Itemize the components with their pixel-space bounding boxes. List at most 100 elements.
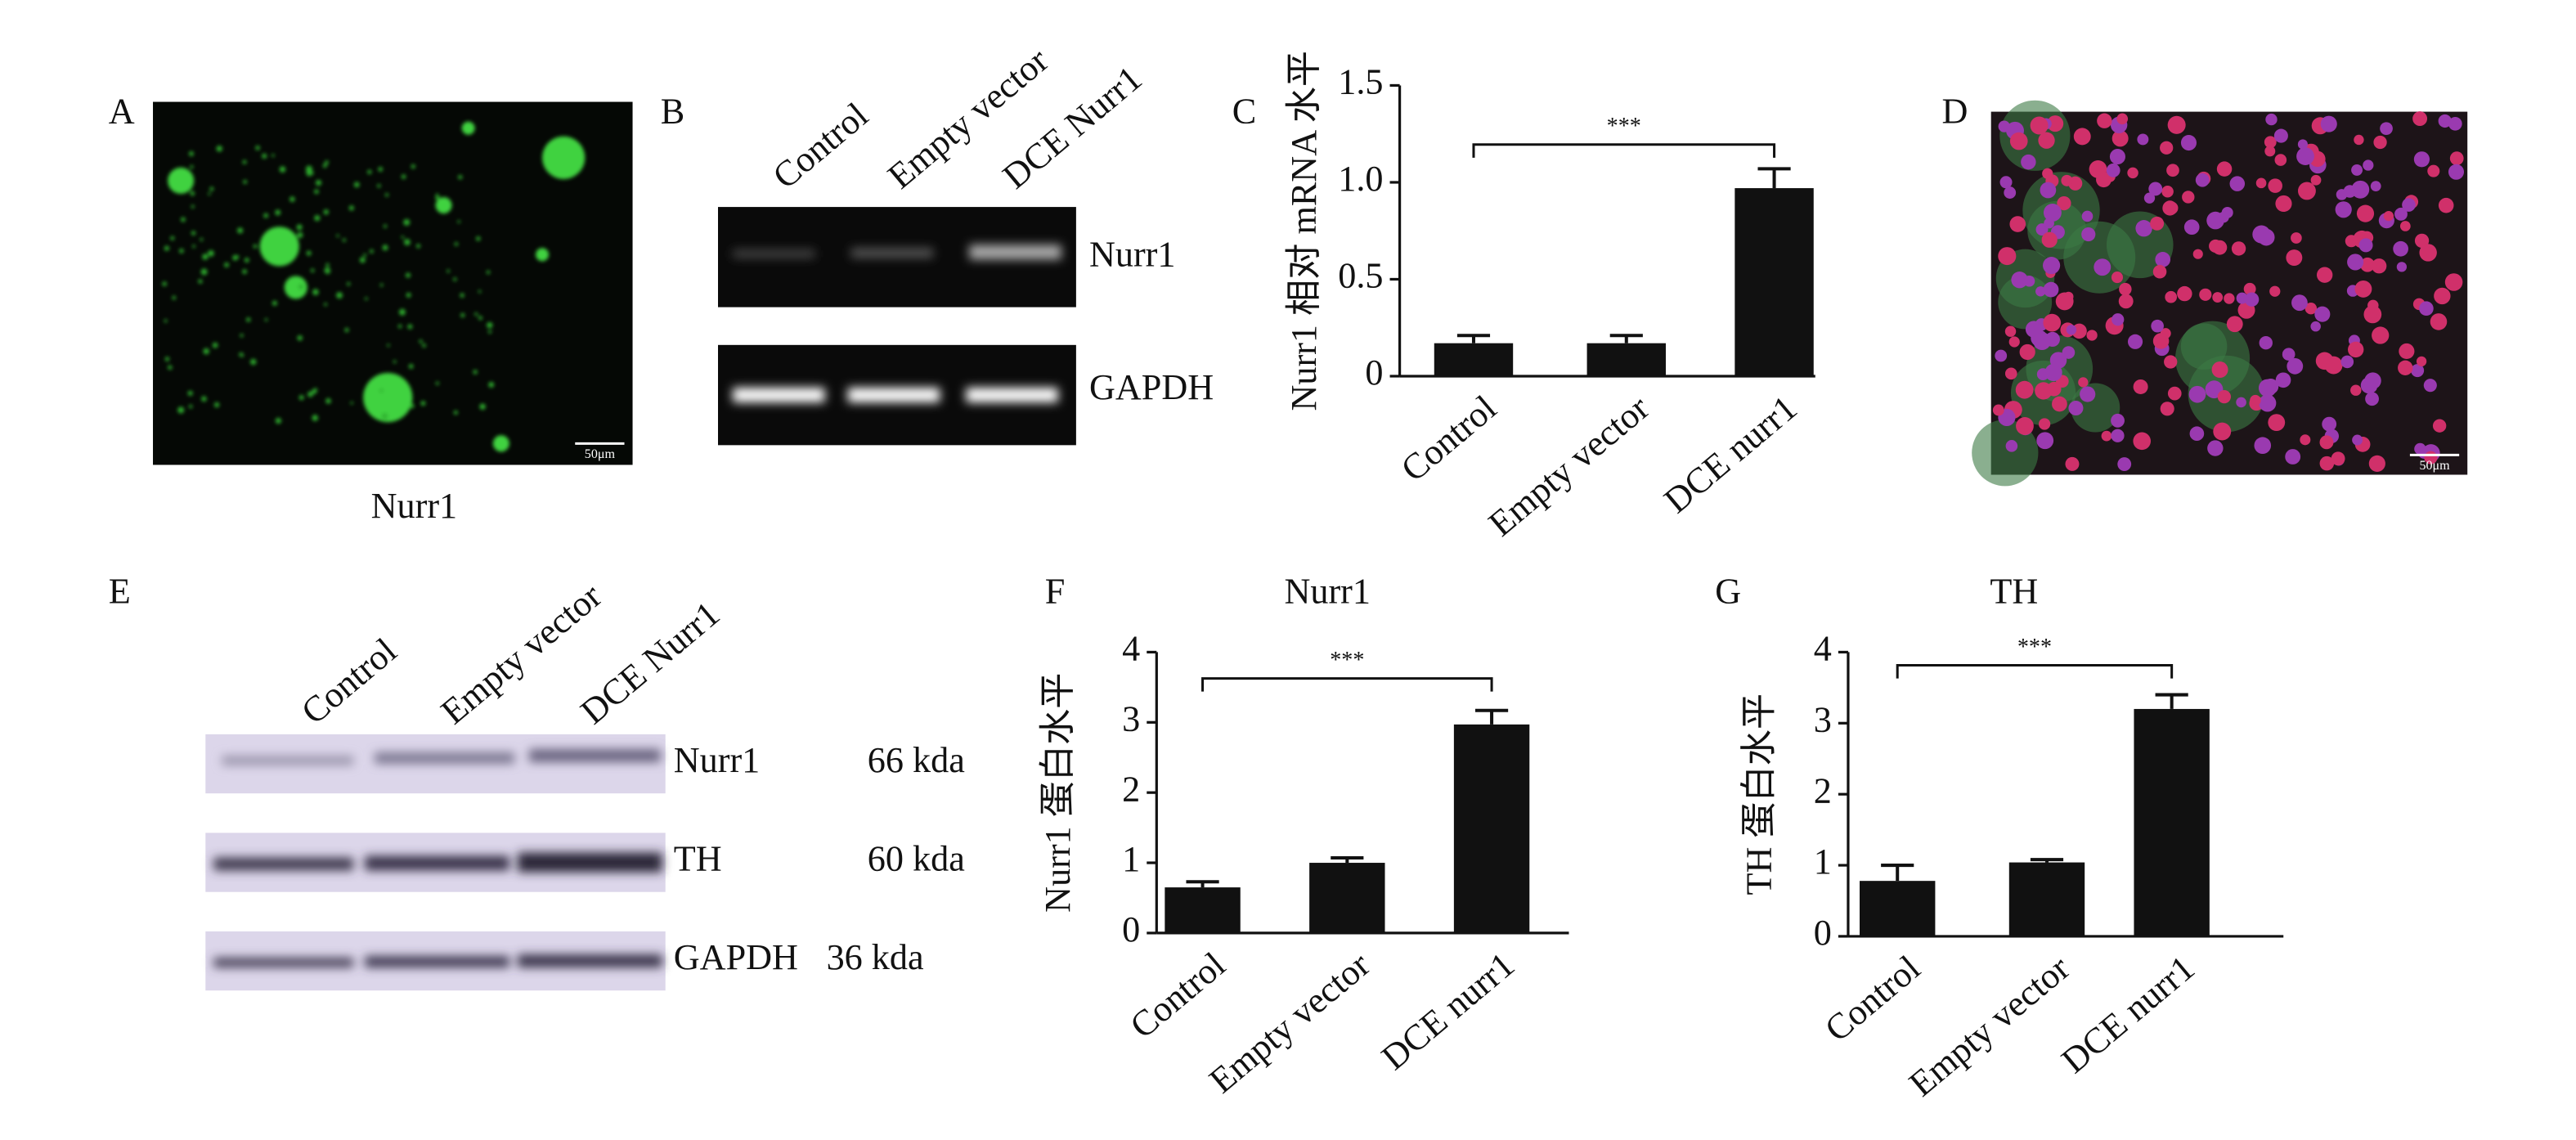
- nucleus: [2038, 418, 2051, 430]
- nucleus: [2304, 302, 2318, 315]
- nucleus: [2188, 385, 2206, 403]
- neurite: [202, 254, 209, 260]
- nucleus: [2004, 186, 2017, 199]
- nucleus: [2081, 210, 2094, 222]
- neurite: [387, 343, 390, 347]
- y-axis-label: TH 蛋白水平: [1739, 693, 1779, 895]
- y-tick-label: 4: [1122, 629, 1140, 669]
- y-tick-label: 2: [1122, 769, 1140, 809]
- x-tick-label: Control: [1393, 388, 1504, 489]
- nucleus: [2274, 154, 2287, 166]
- neurite: [488, 382, 495, 388]
- nucleus: [2448, 116, 2462, 131]
- caption: Nurr1: [371, 486, 458, 526]
- nucleus: [2419, 244, 2437, 262]
- cell: [259, 227, 299, 267]
- neurite: [381, 413, 388, 420]
- nucleus: [2367, 299, 2379, 312]
- nucleus: [2396, 262, 2408, 272]
- cell: [435, 197, 452, 214]
- nucleus: [2213, 422, 2232, 441]
- neurite: [377, 184, 381, 188]
- neurite: [347, 282, 351, 286]
- nucleus: [2005, 440, 2018, 452]
- nucleus: [2167, 386, 2182, 401]
- y-tick-label: 1: [1122, 839, 1140, 879]
- nucleus: [2052, 396, 2067, 412]
- neurite: [435, 195, 440, 200]
- neurite: [314, 189, 319, 195]
- nucleus: [2035, 286, 2046, 297]
- nucleus: [2116, 113, 2129, 125]
- nucleus: [2117, 457, 2132, 471]
- x-tick-label: Empty vector: [1481, 388, 1657, 545]
- neurite: [179, 249, 184, 254]
- neurite: [488, 330, 491, 334]
- neurite: [404, 239, 411, 245]
- nucleus: [2296, 147, 2314, 166]
- bar: [1309, 863, 1385, 933]
- neurite: [164, 245, 169, 251]
- nucleus: [2368, 455, 2385, 472]
- neurite: [378, 167, 384, 172]
- panel-label: E: [109, 571, 131, 611]
- neurite: [408, 364, 414, 369]
- nucleus: [2004, 367, 2017, 380]
- y-tick-label: 0: [1365, 352, 1383, 393]
- nucleus: [2244, 292, 2260, 307]
- nucleus: [2150, 216, 2165, 231]
- nucleus: [2212, 292, 2224, 303]
- nucleus: [2177, 285, 2192, 302]
- neurite: [264, 318, 268, 321]
- nucleus: [2322, 416, 2337, 432]
- nucleus: [2055, 292, 2074, 311]
- nucleus: [2414, 233, 2430, 249]
- nucleus: [2399, 221, 2411, 231]
- nucleus: [2229, 176, 2246, 191]
- nucleus: [2340, 355, 2354, 369]
- neurite: [306, 250, 312, 256]
- band-size: 66 kda: [868, 740, 965, 780]
- nucleus: [2043, 313, 2062, 332]
- panel-label: B: [661, 92, 684, 132]
- nucleus: [2319, 456, 2335, 471]
- nucleus: [2286, 249, 2303, 266]
- band: [733, 249, 815, 258]
- nucleus: [2264, 136, 2277, 149]
- nucleus: [2043, 204, 2062, 222]
- nucleus: [2411, 364, 2425, 378]
- significance-bracket: [1896, 663, 2174, 679]
- error-bar: [1331, 856, 1364, 864]
- nucleus: [2167, 115, 2186, 134]
- band-label: GAPDH: [1089, 367, 1214, 407]
- nucleus: [2449, 151, 2464, 166]
- nucleus: [2101, 430, 2112, 442]
- neurite: [275, 417, 281, 424]
- band: [529, 748, 661, 763]
- neurite: [298, 284, 304, 290]
- nucleus: [2434, 287, 2451, 305]
- nucleus: [2259, 336, 2273, 350]
- band: [517, 852, 662, 873]
- neurite: [237, 227, 244, 234]
- significance-label: ***: [1607, 114, 1641, 139]
- nucleus: [2255, 177, 2267, 189]
- nucleus: [2166, 164, 2179, 177]
- bar: [2008, 862, 2085, 936]
- nucleus: [2265, 113, 2278, 126]
- nucleus: [2161, 185, 2174, 198]
- band: [847, 388, 940, 403]
- nucleus: [2112, 130, 2129, 147]
- bar: [1586, 343, 1666, 376]
- nucleus: [2217, 389, 2232, 404]
- nucleus: [2135, 220, 2152, 237]
- neurite: [407, 324, 413, 330]
- nucleus: [2119, 282, 2132, 296]
- nucleus: [2297, 139, 2308, 150]
- x-tick-label: Control: [1123, 945, 1233, 1046]
- nucleus: [2008, 336, 2020, 348]
- neurite: [253, 244, 258, 249]
- nucleus: [2373, 135, 2387, 150]
- panel-label: C: [1232, 92, 1256, 132]
- nucleus: [2287, 357, 2304, 375]
